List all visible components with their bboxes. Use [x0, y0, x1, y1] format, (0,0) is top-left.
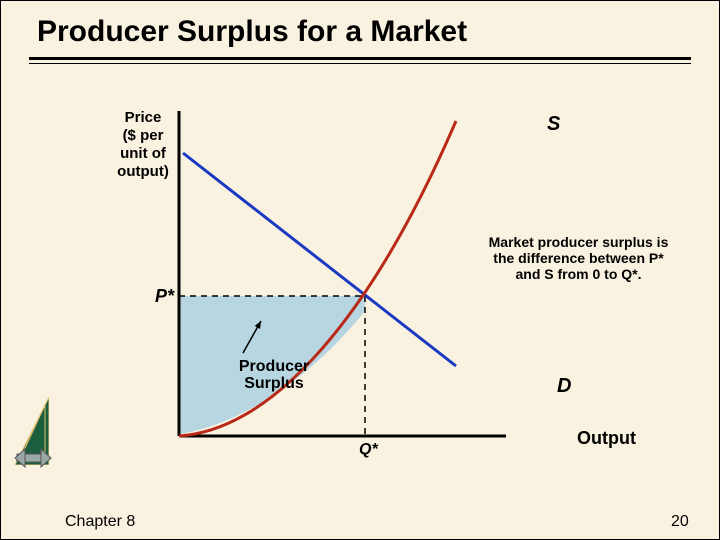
- producer-surplus-label: ProducerSurplus: [219, 359, 329, 393]
- explanation-text: Market producer surplus isthe difference…: [471, 234, 686, 282]
- footer-chapter: Chapter 8: [65, 513, 135, 531]
- footer-page-number: 20: [671, 513, 689, 531]
- supply-curve-label: S: [547, 113, 560, 136]
- p-star-label: P*: [155, 286, 174, 307]
- slide-container: Producer Surplus for a Market Price($ pe…: [0, 0, 720, 540]
- y-axis-label: Price($ perunit ofoutput): [113, 109, 173, 181]
- q-star-label: Q*: [359, 441, 378, 459]
- title-underlines: [29, 57, 691, 64]
- slide-title: Producer Surplus for a Market: [37, 15, 467, 49]
- demand-curve-label: D: [557, 375, 571, 398]
- x-axis-label: Output: [577, 428, 636, 449]
- nav-arrow-icon[interactable]: [13, 447, 53, 469]
